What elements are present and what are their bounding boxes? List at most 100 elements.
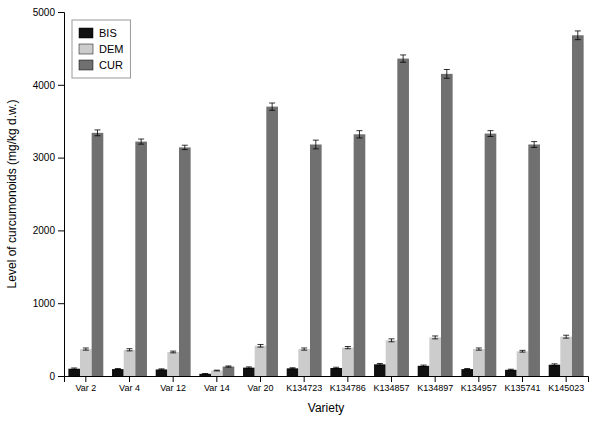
x-tick-mark [478,376,479,382]
error-bar [356,131,362,138]
x-tick-mark [173,376,174,382]
x-tick: K134897 [417,376,453,393]
bar [298,349,310,376]
y-tick-mark [58,376,64,377]
x-tick: K135741 [504,376,540,393]
error-bar [138,139,144,144]
bar [112,369,124,376]
error-bar [269,103,275,110]
bar [549,365,561,376]
legend-label: BIS [99,27,117,39]
error-bar [520,350,526,352]
bar [255,346,267,376]
x-tick-label: K134857 [373,383,409,393]
x-tick: Var 14 [204,376,230,393]
bar [68,369,80,376]
x-tick-label: K134897 [417,383,453,393]
x-tick-mark [566,376,567,382]
legend-label: DEM [99,43,123,55]
error-bar [421,365,427,366]
x-tick: Var 20 [248,376,274,393]
y-tick: 5000 [33,7,64,18]
error-bar [400,55,406,62]
x-tick-mark [347,376,348,382]
y-tick-label: 1000 [33,298,56,309]
y-tick: 1000 [33,298,64,309]
bar [223,367,235,376]
error-bar [83,348,89,350]
error-bar [487,131,493,137]
x-tick-label: K134786 [330,383,366,393]
error-bar [182,145,188,149]
bar [441,74,453,376]
legend-item: BIS [79,27,117,39]
bar [80,349,92,376]
y-tick-label: 0 [49,371,55,382]
error-bar [127,349,133,351]
x-tick-mark [304,376,305,382]
bar [266,107,278,376]
error-bar [225,366,231,367]
error-bar [444,70,450,79]
bar [517,351,529,376]
bar [374,364,386,376]
error-bar [476,348,482,350]
error-bar [290,368,296,369]
legend: BISDEMCUR [72,20,130,78]
error-bar [508,369,514,370]
bar [572,35,584,376]
bar [310,144,322,376]
error-bar [552,364,558,366]
bar [386,340,398,376]
x-tick-mark [260,376,261,382]
bar [429,337,441,376]
x-tick-label: Var 14 [204,383,230,393]
bar [330,368,342,376]
error-bar [377,363,383,365]
bar [528,144,540,376]
x-tick-mark [129,376,130,382]
error-bar [313,140,319,149]
y-tick-label: 4000 [33,80,56,91]
x-tick: K134957 [461,376,497,393]
series [80,335,572,376]
error-bar [575,31,581,40]
legend-swatch [79,28,93,38]
error-bar [246,367,252,368]
y-tick-mark [58,85,64,86]
bar [243,368,255,376]
error-bar [202,373,208,374]
x-tick: K134857 [373,376,409,393]
legend-item: DEM [79,43,123,55]
y-tick: 0 [49,371,64,382]
bar [354,134,366,376]
bar [156,369,168,376]
x-tick: Var 4 [119,376,140,393]
x-tick-mark [216,376,217,382]
bar [92,133,104,376]
x-tick-label: Var 4 [119,383,140,393]
y-axis-line [58,13,65,377]
y-tick: 3000 [33,152,64,163]
legend-swatch [79,44,93,54]
error-bar [432,336,438,339]
bar [167,352,179,376]
error-bar [301,348,307,350]
x-tick-mark [522,376,523,382]
x-tick: Var 12 [160,376,186,393]
y-tick-label: 2000 [33,225,56,236]
x-tick-mark [435,376,436,382]
error-bar [170,351,176,353]
bar [418,366,430,376]
y-tick-mark [58,230,64,231]
bar [287,368,299,376]
error-bar [214,370,220,372]
bar [211,371,223,376]
y-axis-title: Level of curcumonoids (mg/kg d.w.) [5,100,19,289]
marks [68,31,583,376]
y-axis: 0 1000 2000 3000 4000 5000 [33,7,65,382]
bar [485,134,497,376]
x-axis-line [65,377,589,383]
x-tick: K134723 [286,376,322,393]
error-bar [389,339,395,342]
